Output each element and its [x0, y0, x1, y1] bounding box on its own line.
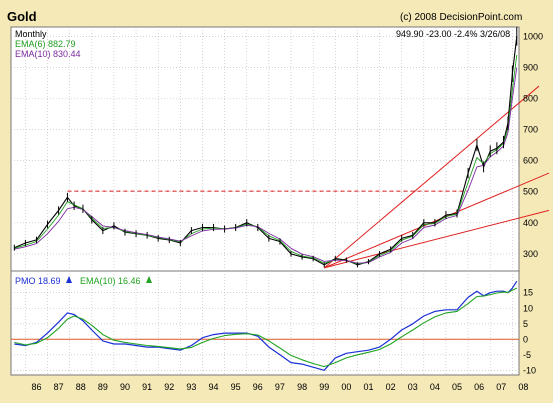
pmo-y-tick-10: 10 [523, 303, 533, 313]
x-tick-00: 00 [341, 382, 351, 392]
price-y-tick-800: 800 [523, 93, 538, 103]
price-y-tick-300: 300 [523, 249, 538, 259]
pmo-y-tick-5: 5 [523, 319, 528, 329]
x-tick-98: 98 [297, 382, 307, 392]
x-tick-93: 93 [186, 382, 196, 392]
legend-pmo-ema: EMA(10) [80, 276, 116, 286]
pmo-panel [10, 270, 520, 376]
x-tick-03: 03 [408, 382, 418, 392]
x-tick-97: 97 [275, 382, 285, 392]
price-y-tick-900: 900 [523, 62, 538, 72]
x-tick-96: 96 [253, 382, 263, 392]
x-tick-07: 07 [496, 382, 506, 392]
pmo-y-tick-0: 0 [523, 334, 528, 344]
price-y-tick-600: 600 [523, 156, 538, 166]
price-quote: 949.90 -23.00 -2.4% 3/26/08 [396, 29, 510, 39]
chart-title: Gold [7, 9, 37, 24]
legend-pmo-ema-value: 16.46 [118, 276, 141, 286]
x-tick-99: 99 [319, 382, 329, 392]
axis-labels: 86 87 88 89 90 91 92 93 94 95 96 97 98 99 00 01 02 03 04 05… [31, 31, 543, 392]
legend-ema6: EMA(6) 882.79 [15, 39, 76, 49]
x-tick-02: 02 [386, 382, 396, 392]
x-tick-04: 04 [430, 382, 440, 392]
x-tick-89: 89 [98, 382, 108, 392]
trend-line-3 [324, 209, 550, 269]
copyright-label: (c) 2008 DecisionPoint.com [400, 12, 522, 23]
x-tick-90: 90 [120, 382, 130, 392]
x-tick-95: 95 [231, 382, 241, 392]
trend-line-1 [323, 85, 540, 269]
x-tick-88: 88 [76, 382, 86, 392]
x-tick-87: 87 [54, 382, 64, 392]
pmo_ema-series-line [14, 287, 518, 368]
pmo-series-line [14, 280, 518, 371]
x-tick-86: 86 [31, 382, 41, 392]
x-tick-92: 92 [164, 382, 174, 392]
legend-pmo: PMO [15, 276, 36, 286]
pmo-y-tick--10: -10 [523, 365, 536, 375]
pmo-y-tick--5: -5 [523, 350, 531, 360]
x-tick-01: 01 [363, 382, 373, 392]
price-y-tick-1000: 1000 [523, 31, 543, 41]
x-tick-05: 05 [452, 382, 462, 392]
x-tick-08: 08 [518, 382, 528, 392]
price-y-tick-400: 400 [523, 218, 538, 228]
series-layer [13, 27, 518, 371]
legend-ema10: EMA(10) 830.44 [15, 49, 81, 59]
legend-pmo-value: 18.69 [38, 276, 61, 286]
pmo-up-arrow-icon [66, 276, 72, 283]
price-y-tick-700: 700 [523, 125, 538, 135]
legend-period: Monthly [15, 29, 47, 39]
pmo-ema-up-arrow-icon [146, 276, 152, 283]
price-y-tick-500: 500 [523, 187, 538, 197]
pmo-y-tick-15: 15 [523, 288, 533, 298]
x-tick-94: 94 [209, 382, 219, 392]
trend-line-2 [324, 172, 550, 269]
x-tick-91: 91 [142, 382, 152, 392]
x-tick-06: 06 [474, 382, 484, 392]
